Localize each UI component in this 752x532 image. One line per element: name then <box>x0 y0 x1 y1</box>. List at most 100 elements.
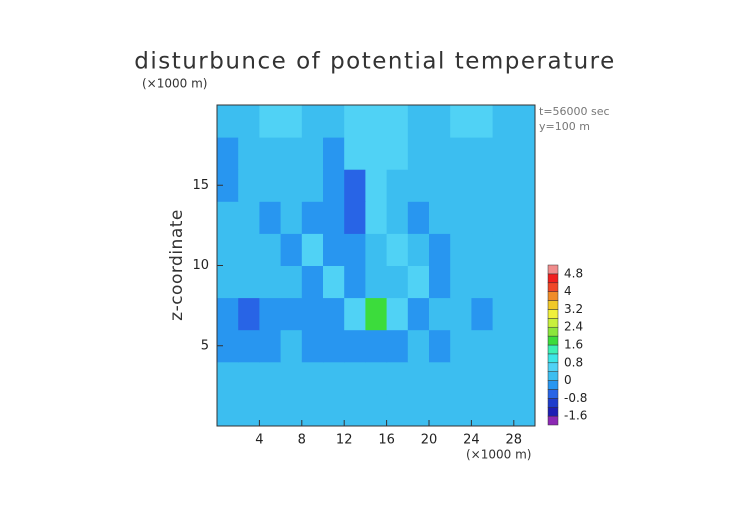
colorbar-swatch <box>547 406 559 417</box>
field-cell <box>238 169 260 202</box>
field-cell <box>323 361 345 395</box>
field-cell <box>217 105 239 138</box>
field-cell <box>386 105 409 138</box>
field-cell <box>217 265 239 299</box>
field-cell <box>386 393 409 427</box>
field-cell <box>238 201 260 234</box>
x-tick-label: 20 <box>421 433 438 448</box>
annotation: y=100 m <box>539 120 590 133</box>
field-cell <box>429 329 451 363</box>
field-cell <box>238 329 260 363</box>
field-cell <box>513 105 536 138</box>
field-cell <box>513 297 536 331</box>
field-cell <box>407 137 430 170</box>
field-cell <box>365 233 388 266</box>
field-cell <box>386 297 409 331</box>
field-cell <box>259 169 282 202</box>
field-cell <box>450 297 472 331</box>
field-cell <box>238 393 260 427</box>
field-cell <box>492 329 515 363</box>
field-cell <box>365 265 388 299</box>
field-cell <box>259 297 282 331</box>
field-cell <box>407 297 430 331</box>
field-cell <box>344 201 366 234</box>
field-cell <box>492 297 515 331</box>
field-cell <box>471 233 494 266</box>
colorbar-swatch <box>547 264 559 275</box>
field-cell <box>280 329 303 363</box>
y-unit-label: (×1000 m) <box>142 77 207 91</box>
colorbar-swatch <box>547 282 559 292</box>
field-cell <box>429 265 451 299</box>
field-cell <box>301 361 324 395</box>
field-cell <box>513 201 536 234</box>
field-cell <box>513 361 536 395</box>
field-cell <box>492 105 515 138</box>
field-cell <box>217 233 239 266</box>
field-cell <box>259 105 282 138</box>
field-cell <box>259 393 282 427</box>
field-cell <box>407 105 430 138</box>
field-cell <box>407 201 430 234</box>
colorbar-swatch <box>547 353 559 364</box>
field-cell <box>492 361 515 395</box>
field-cell <box>407 169 430 202</box>
colorbar-swatch <box>547 389 559 399</box>
colorbar-tick-label: 2.4 <box>564 320 583 334</box>
field-cell <box>365 329 388 363</box>
field-cell <box>471 329 494 363</box>
y-tick-label: 15 <box>192 178 209 193</box>
field-cell <box>513 169 536 202</box>
field-cell <box>323 297 345 331</box>
field-cell <box>217 329 239 363</box>
field-cell <box>259 201 282 234</box>
field-cell <box>344 105 366 138</box>
field-cell <box>450 105 472 138</box>
field-cell <box>259 361 282 395</box>
field-cell <box>492 265 515 299</box>
field-cell <box>217 297 239 331</box>
x-tick-label: 4 <box>255 433 263 448</box>
field-cell <box>280 393 303 427</box>
field-cell <box>301 201 324 234</box>
field-cell <box>407 265 430 299</box>
field-cell <box>471 393 494 427</box>
field-cell <box>280 265 303 299</box>
field-cell <box>471 265 494 299</box>
field-cell <box>323 233 345 266</box>
y-tick-label: 5 <box>201 338 209 353</box>
field-cell <box>238 137 260 170</box>
colorbar-swatch <box>547 335 559 346</box>
field-cell <box>280 201 303 234</box>
field-cell <box>280 297 303 331</box>
field-cell <box>301 233 324 266</box>
field-cell <box>471 361 494 395</box>
field-cell <box>217 169 239 202</box>
field-cell <box>492 393 515 427</box>
field-cell <box>471 201 494 234</box>
field-cell <box>450 169 472 202</box>
field-cell <box>365 201 388 234</box>
field-cell <box>259 265 282 299</box>
field-cell <box>429 201 451 234</box>
field-cell <box>513 393 536 427</box>
field-cell <box>365 393 388 427</box>
field-cell <box>450 233 472 266</box>
field-cell <box>365 105 388 138</box>
field-cell <box>259 137 282 170</box>
field-cell <box>217 361 239 395</box>
colorbar-swatch <box>547 300 559 310</box>
colorbar-tick-label: 0.8 <box>564 355 583 369</box>
field-cell <box>301 393 324 427</box>
field-cell <box>217 201 239 234</box>
field-cell <box>450 137 472 170</box>
field-cell <box>259 233 282 266</box>
field-cell <box>323 201 345 234</box>
field-cell <box>407 393 430 427</box>
field-cell <box>429 297 451 331</box>
field-cell <box>386 169 409 202</box>
field-cell <box>407 329 430 363</box>
field <box>217 105 536 427</box>
field-cell <box>407 361 430 395</box>
field-cell <box>471 105 494 138</box>
